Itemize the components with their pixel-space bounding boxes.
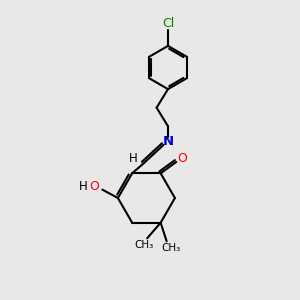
- Text: H: H: [79, 180, 88, 193]
- Text: Cl: Cl: [162, 17, 174, 30]
- Text: H: H: [128, 152, 137, 165]
- Text: CH₃: CH₃: [134, 240, 153, 250]
- Text: O: O: [177, 152, 187, 165]
- Text: N: N: [162, 135, 174, 148]
- Text: CH₃: CH₃: [161, 243, 181, 253]
- Text: O: O: [89, 180, 99, 193]
